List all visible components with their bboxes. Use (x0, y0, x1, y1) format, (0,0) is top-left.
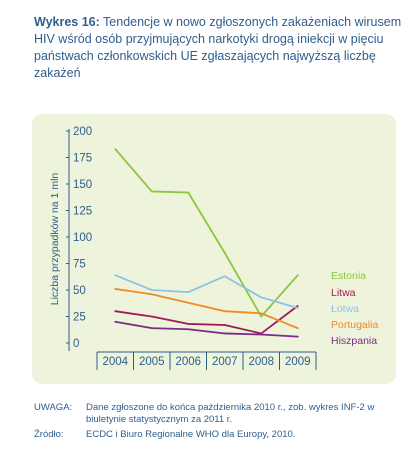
series-line-estonia (114, 148, 299, 318)
data-point (150, 190, 153, 193)
y-tick-label: 125 (73, 206, 92, 218)
data-point (187, 328, 190, 331)
data-point (114, 148, 117, 150)
chart-panel (32, 114, 396, 384)
y-tick-label: 175 (73, 153, 92, 165)
series-line-hiszpania (115, 320, 298, 338)
y-tick-label: 0 (73, 338, 79, 350)
data-point (187, 323, 190, 325)
y-tick-label: 25 (73, 312, 86, 324)
series-line-litwa (115, 305, 299, 335)
legend-entry: Litwa (331, 287, 356, 299)
x-tick-label: 2009 (285, 356, 311, 368)
data-point (150, 315, 153, 318)
x-tick-label: 2004 (102, 356, 128, 368)
data-point (296, 307, 299, 309)
data-point (260, 333, 263, 336)
x-tick-label: 2006 (175, 356, 201, 368)
note-text: Dane zgłoszone do końca października 201… (86, 402, 375, 425)
data-point (187, 301, 190, 304)
y-tick-label: 75 (73, 259, 86, 271)
note-row-uwaga: UWAGA: Dane zgłoszone do końca październ… (34, 402, 406, 426)
note-text: ECDC i Biuro Regionalne WHO dla Europy, … (86, 429, 296, 440)
data-point (187, 291, 190, 294)
data-point (114, 320, 117, 323)
data-point (223, 252, 226, 254)
y-tick-label: 200 (73, 126, 92, 138)
data-point (296, 327, 299, 330)
series-line-łotwa (114, 274, 299, 309)
data-point (223, 324, 226, 326)
figure-title-lead: Wykres 16: (34, 15, 100, 29)
footnotes: UWAGA: Dane zgłoszone do końca październ… (34, 402, 406, 441)
y-tick-label: 150 (73, 179, 92, 191)
data-point (296, 274, 299, 277)
data-point (114, 288, 117, 290)
y-tick-label: 50 (73, 285, 86, 297)
legend-entry: Portugalia (331, 319, 378, 331)
data-point (296, 305, 299, 307)
y-tick-label: 100 (73, 232, 92, 244)
data-point (260, 315, 263, 318)
x-tick-label: 2007 (212, 356, 238, 368)
data-point (150, 289, 153, 291)
data-point (150, 327, 153, 330)
data-point (223, 332, 226, 335)
y-axis-title: Liczba przypadków na 1 mln (49, 173, 61, 306)
data-point (187, 191, 190, 194)
data-point (296, 335, 299, 338)
figure-title-text: Tendencje w nowo zgłoszonych zakażeniach… (34, 15, 402, 80)
note-row-source: Źródło: ECDC i Biuro Regionalne WHO dla … (34, 429, 406, 441)
data-point (223, 275, 226, 278)
legend-entry: Łotwa (331, 303, 359, 315)
figure-title: Wykres 16: Tendencje w nowo zgłoszonych … (34, 14, 404, 82)
data-point (260, 312, 263, 315)
x-tick-label: 2005 (139, 356, 165, 368)
legend-entry: Hiszpania (331, 335, 377, 347)
data-point (150, 293, 153, 296)
series-line-portugalia (115, 288, 299, 329)
data-point (260, 296, 263, 299)
data-point (223, 310, 226, 313)
note-label: Źródło: (34, 429, 64, 440)
x-tick-label: 2008 (248, 356, 274, 368)
note-label: UWAGA: (34, 402, 73, 413)
legend-entry: Estonia (331, 270, 366, 282)
data-point (114, 310, 117, 313)
data-point (114, 274, 117, 277)
